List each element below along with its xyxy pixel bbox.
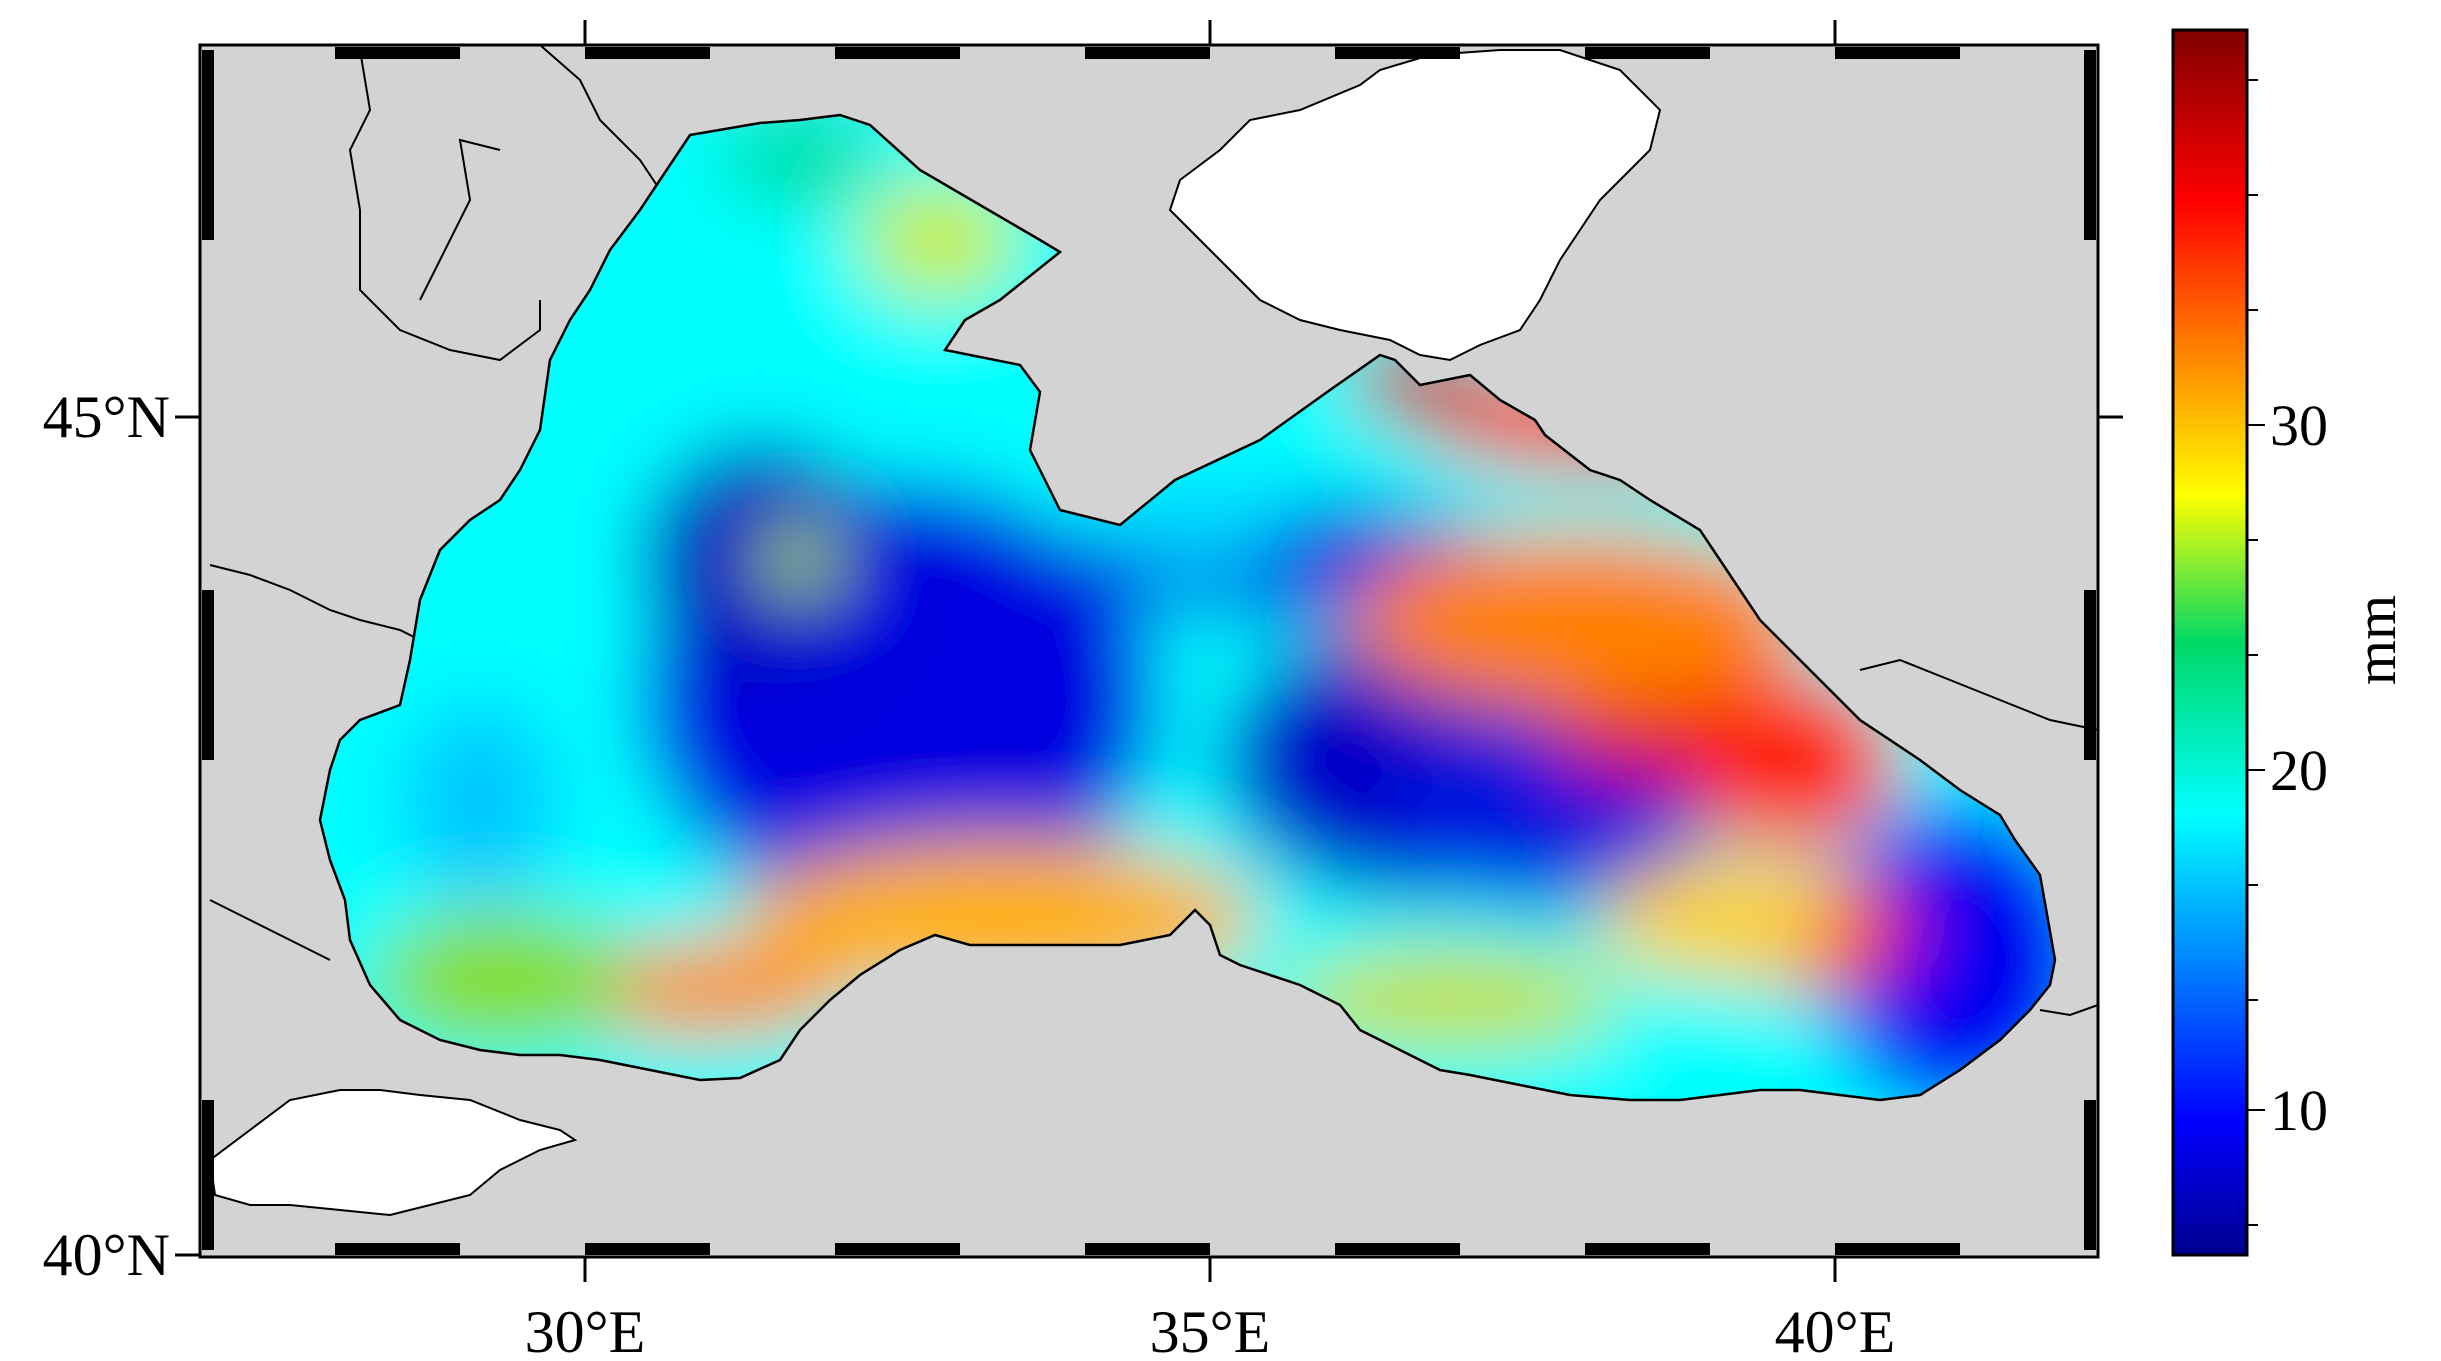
y-tick-45n: 45°N [43, 384, 170, 450]
colorbar: 10 20 30 mm [2171, 28, 2408, 1257]
colorbar-minor-ticks [2247, 79, 2265, 1226]
x-tick-30e: 30°E [525, 1299, 646, 1361]
y-tick-40n: 40°N [43, 1222, 170, 1288]
x-tick-35e: 35°E [1150, 1299, 1271, 1361]
colorbar-gradient [2171, 28, 2249, 1257]
colorbar-unit-label: mm [2343, 595, 2408, 685]
colorbar-tick-10: 10 [2270, 1078, 2328, 1143]
outside-region-marmara [208, 1089, 578, 1217]
colorbar-tick-20: 20 [2270, 738, 2328, 803]
outside-region-crimea-azov [1168, 49, 1662, 362]
country-borders [209, 44, 2099, 1017]
x-tick-40e: 40°E [1775, 1299, 1896, 1361]
colorbar-tick-30: 30 [2270, 393, 2328, 458]
map-frame [175, 20, 2123, 1282]
